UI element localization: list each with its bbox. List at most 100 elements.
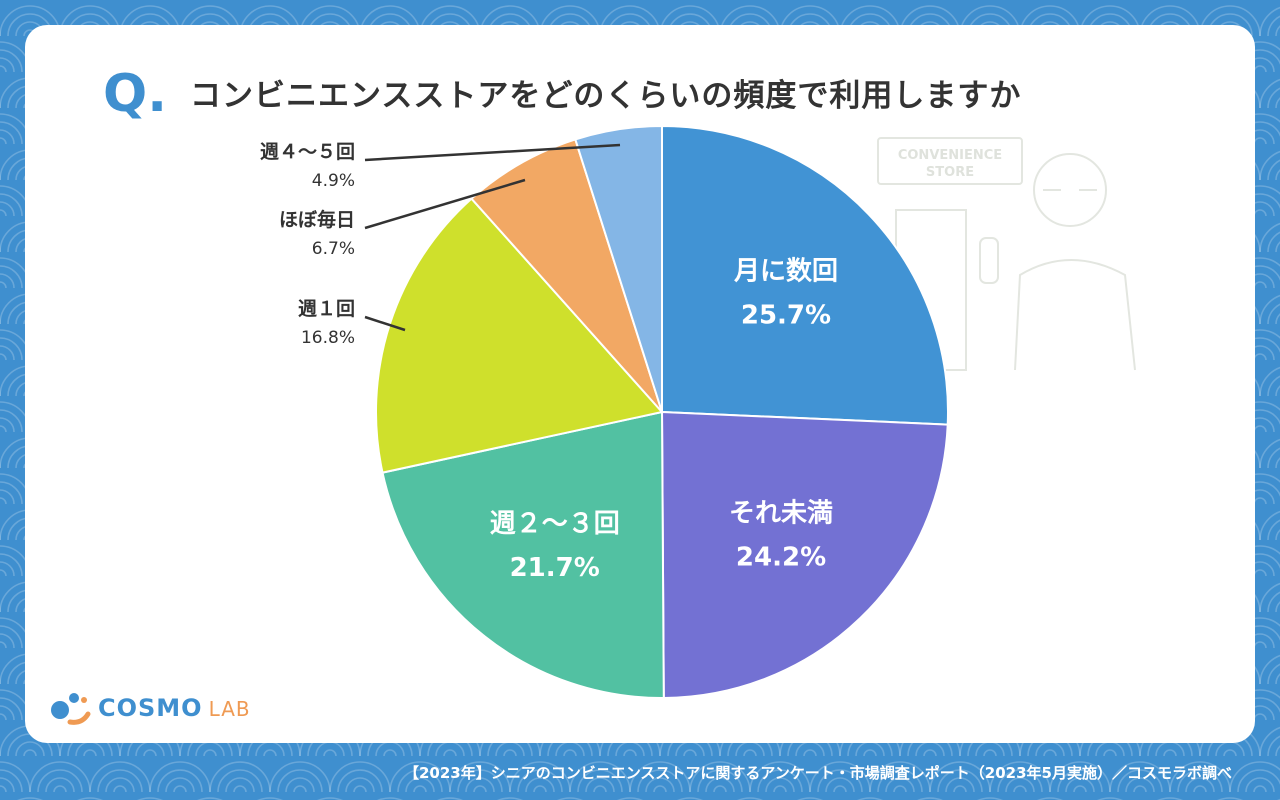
wave-arc — [623, 749, 637, 757]
wave-arc — [59, 5, 121, 37]
wave-arc — [977, 797, 1003, 800]
wave-arc — [0, 201, 15, 217]
wave-arc — [0, 65, 7, 73]
wave-arc — [525, 777, 555, 793]
leader-line-6 — [364, 143, 621, 162]
wave-arc — [1037, 797, 1063, 800]
wave-arc — [539, 5, 601, 37]
wave-arc — [0, 137, 7, 145]
wave-arc — [0, 561, 15, 577]
wave-arc — [113, 785, 127, 793]
wave-arc — [893, 785, 907, 793]
wave-arc — [1157, 797, 1183, 800]
wave-arc — [857, 797, 883, 800]
wave-arc — [0, 625, 23, 649]
chart-title: コンビニエンスストアをどのくらいの頻度で利用しますか — [190, 78, 1022, 114]
wave-arc — [1117, 769, 1163, 793]
wave-arc — [1253, 425, 1267, 433]
pie-slice-6 — [574, 124, 663, 413]
wave-arc — [1259, 438, 1280, 469]
wave-arc — [443, 749, 457, 757]
wave-arc — [1139, 5, 1201, 37]
wave-arc — [833, 785, 847, 793]
wave-arc — [509, 761, 571, 793]
wave-arc — [1185, 777, 1215, 793]
wave-arc — [689, 761, 751, 793]
wave-arc — [1267, 159, 1280, 181]
slice-value-1: 25.7% — [741, 300, 831, 330]
wave-arc — [165, 777, 195, 793]
wave-arc — [1049, 761, 1111, 793]
wave-arc — [1275, 241, 1280, 253]
wave-arc — [0, 129, 15, 145]
wave-arc — [143, 749, 157, 757]
chart-card: CONVENIENCE STORE Q. コンビニエンスストアをどのくらいの頻度… — [25, 25, 1255, 743]
wave-arc — [465, 777, 495, 793]
wave-arc — [437, 797, 463, 800]
wave-arc — [0, 769, 23, 793]
wave-arc — [405, 777, 435, 793]
wave-arc — [315, 741, 345, 757]
wave-arc — [705, 777, 735, 793]
wave-arc — [983, 749, 997, 757]
wave-arc — [337, 769, 383, 793]
wave-arc — [255, 741, 285, 757]
wave-arc — [1267, 375, 1280, 397]
wave-arc — [1073, 785, 1087, 793]
wave-arc — [435, 741, 465, 757]
wave-arc — [1267, 303, 1280, 325]
wave-arc — [1237, 769, 1280, 793]
wave-arc — [0, 337, 23, 361]
wave-arc — [1259, 78, 1280, 109]
wave-arc — [0, 5, 61, 37]
wave-arc — [157, 769, 203, 793]
wave-arc — [0, 761, 31, 793]
pie-slice-2 — [660, 410, 949, 700]
wave-arc — [0, 641, 7, 649]
wave-arc — [779, 5, 841, 37]
wave-arc — [419, 5, 481, 37]
wave-arc — [17, 797, 43, 800]
wave-arc — [173, 785, 187, 793]
wave-arc — [457, 769, 503, 793]
wave-arc — [929, 761, 991, 793]
wave-arc — [1199, 5, 1261, 37]
wave-arc — [0, 49, 23, 73]
wave-arc — [0, 409, 23, 433]
wave-arc — [0, 417, 15, 433]
wave-arc — [0, 713, 7, 721]
wave-arc — [0, 633, 15, 649]
wave-arc — [989, 761, 1051, 793]
slice-label-6: 週４～５回 — [260, 141, 355, 163]
wave-arc — [135, 741, 165, 757]
wave-arc — [1169, 761, 1231, 793]
wave-arc — [1259, 294, 1280, 325]
pie-chart: 月に数回 25.7% それ未満 24.2% 週２～３回 21.7% 週１回 16.8% ほぼ毎日… — [260, 124, 949, 700]
wave-arc — [743, 749, 757, 757]
source-footer: 【2023年】シニアのコンビニエンスストアに関するアンケート・市場調査レポート（… — [403, 764, 1232, 782]
wave-arc — [15, 741, 45, 757]
wave-arc — [179, 5, 241, 37]
wave-arc — [1259, 726, 1280, 757]
wave-arc — [105, 777, 135, 793]
cosmo-lab-logo: COSMO LAB — [48, 688, 251, 728]
wave-arc — [1253, 281, 1267, 289]
wave-arc — [675, 741, 705, 757]
wave-arc — [1267, 231, 1280, 253]
wave-arc — [945, 777, 975, 793]
wave-arc — [599, 5, 661, 37]
wave-arc — [517, 769, 563, 793]
wave-arc — [839, 5, 901, 37]
wave-arc — [1229, 761, 1280, 793]
wave-arc — [497, 797, 523, 800]
wave-arc — [1259, 510, 1280, 541]
wave-arc — [0, 193, 23, 217]
wave-arc — [937, 769, 983, 793]
wave-arc — [1275, 457, 1280, 469]
wave-arc — [809, 761, 871, 793]
wave-arc — [1057, 769, 1103, 793]
wave-arc — [1253, 209, 1267, 217]
wave-arc — [1253, 785, 1267, 793]
wave-arc — [77, 797, 103, 800]
slice-label-4: 週１回 — [298, 298, 355, 320]
